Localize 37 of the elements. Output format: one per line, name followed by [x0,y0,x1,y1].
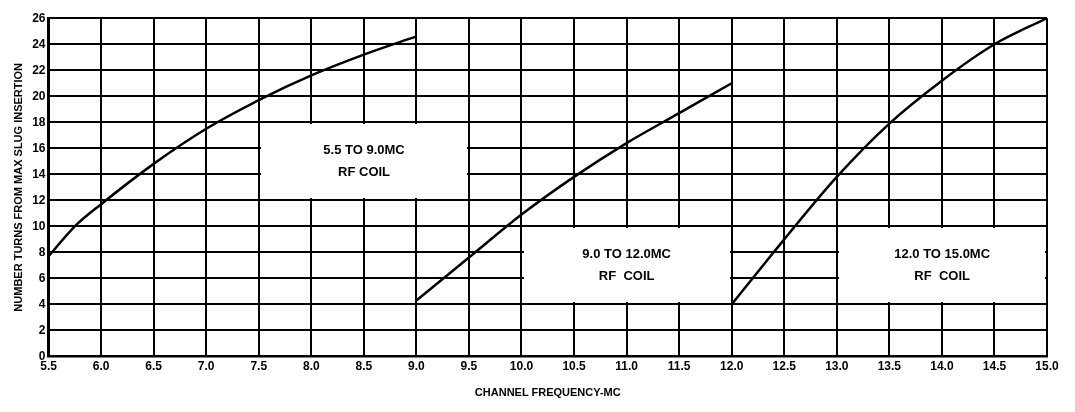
x-tick-label: 13.5 [877,358,902,373]
x-tick-label: 6.5 [145,358,163,373]
x-tick-label: 8.0 [302,358,320,373]
x-tick-label: 8.5 [355,358,373,373]
x-tick-label: 12.0 [720,358,744,373]
y-tick-label: 16 [32,140,46,155]
y-tick-label: 10 [32,218,46,233]
x-tick-label: 10.0 [509,358,534,373]
y-tick-label: 24 [32,36,46,51]
y-axis-title: NUMBER TURNS FROM MAX SLUG INSERTION [11,62,24,312]
y-tick-label: 4 [38,296,46,311]
x-axis-title: CHANNEL FREQUENCY-MC [474,386,621,399]
x-tick-label: 10.5 [562,358,587,373]
annotation: 5.5 TO 9.0MC RF COIL [323,141,405,182]
x-tick-label: 7.5 [250,358,268,373]
y-tick-label: 20 [32,88,46,103]
y-tick-label: 8 [38,244,46,259]
x-tick-label: 15.0 [1035,358,1059,373]
y-tick-label: 22 [32,62,46,77]
y-tick-label: 18 [32,114,46,129]
x-tick-label: 7.0 [197,358,215,373]
annotation: 9.0 TO 12.0MC RF COIL [582,245,671,286]
x-tick-label: 12.5 [772,358,797,373]
y-tick-label: 12 [32,192,46,207]
y-tick-label: 6 [38,270,46,285]
y-tick-label: 2 [38,322,46,337]
x-tick-label: 14.0 [930,358,954,373]
x-tick-label: 11.5 [667,358,691,373]
x-tick-label: 13.0 [825,358,849,373]
y-tick-label: 26 [32,10,46,25]
x-tick-label: 6.0 [92,358,110,373]
x-tick-label: 14.5 [982,358,1007,373]
y-tick-label: 14 [32,166,46,181]
x-tick-label: 11.0 [615,358,639,373]
annotation: 12.0 TO 15.0MC RF COIL [894,245,991,286]
x-tick-label: 9.5 [460,358,478,373]
x-tick-label: 9.0 [408,358,426,373]
